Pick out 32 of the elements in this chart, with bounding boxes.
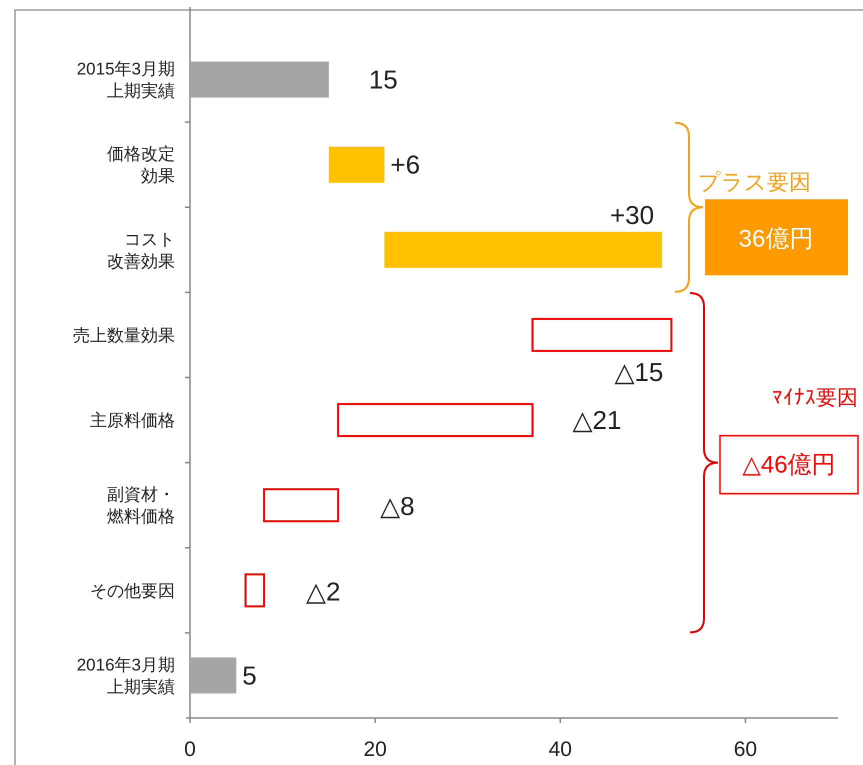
data-label: △21 (572, 405, 622, 436)
bar (384, 232, 662, 268)
bar (190, 657, 236, 694)
data-label: △2 (306, 576, 341, 606)
y-tick-label: 主原料価格 (90, 411, 175, 430)
x-tick-label: 0 (184, 738, 196, 761)
annotation: 36億円 (738, 225, 814, 252)
y-tick-label: 売上数量効果 (73, 326, 175, 345)
y-tick-label: 2015年3月期上期実績 (76, 60, 175, 101)
bar (263, 488, 340, 522)
y-tick-label: 価格改定効果 (107, 144, 175, 186)
y-tick-label: その他要因 (90, 581, 175, 600)
annotation: ﾏｲﾅｽ要因 (772, 386, 858, 410)
x-tick-label: 60 (734, 738, 758, 761)
data-label: +30 (610, 200, 654, 230)
y-tick-label: 2016年3月期上期実績 (76, 655, 175, 696)
x-tick-label: 40 (548, 738, 572, 761)
data-label: 15 (368, 64, 398, 95)
data-label: +6 (390, 150, 420, 180)
annotation: プラス要因 (698, 169, 811, 194)
bar (190, 62, 329, 98)
bar (337, 403, 534, 438)
data-label: 5 (242, 660, 257, 690)
y-tick-label: コスト改善効果 (107, 230, 175, 271)
data-label: △8 (380, 491, 415, 522)
bar (532, 318, 672, 352)
x-tick-label: 20 (363, 738, 387, 761)
data-label: △15 (614, 356, 664, 387)
annotation: △46億円 (742, 452, 836, 479)
bar (244, 573, 266, 608)
y-tick-label: 副資材・燃料価格 (107, 485, 175, 526)
bar (328, 146, 384, 183)
